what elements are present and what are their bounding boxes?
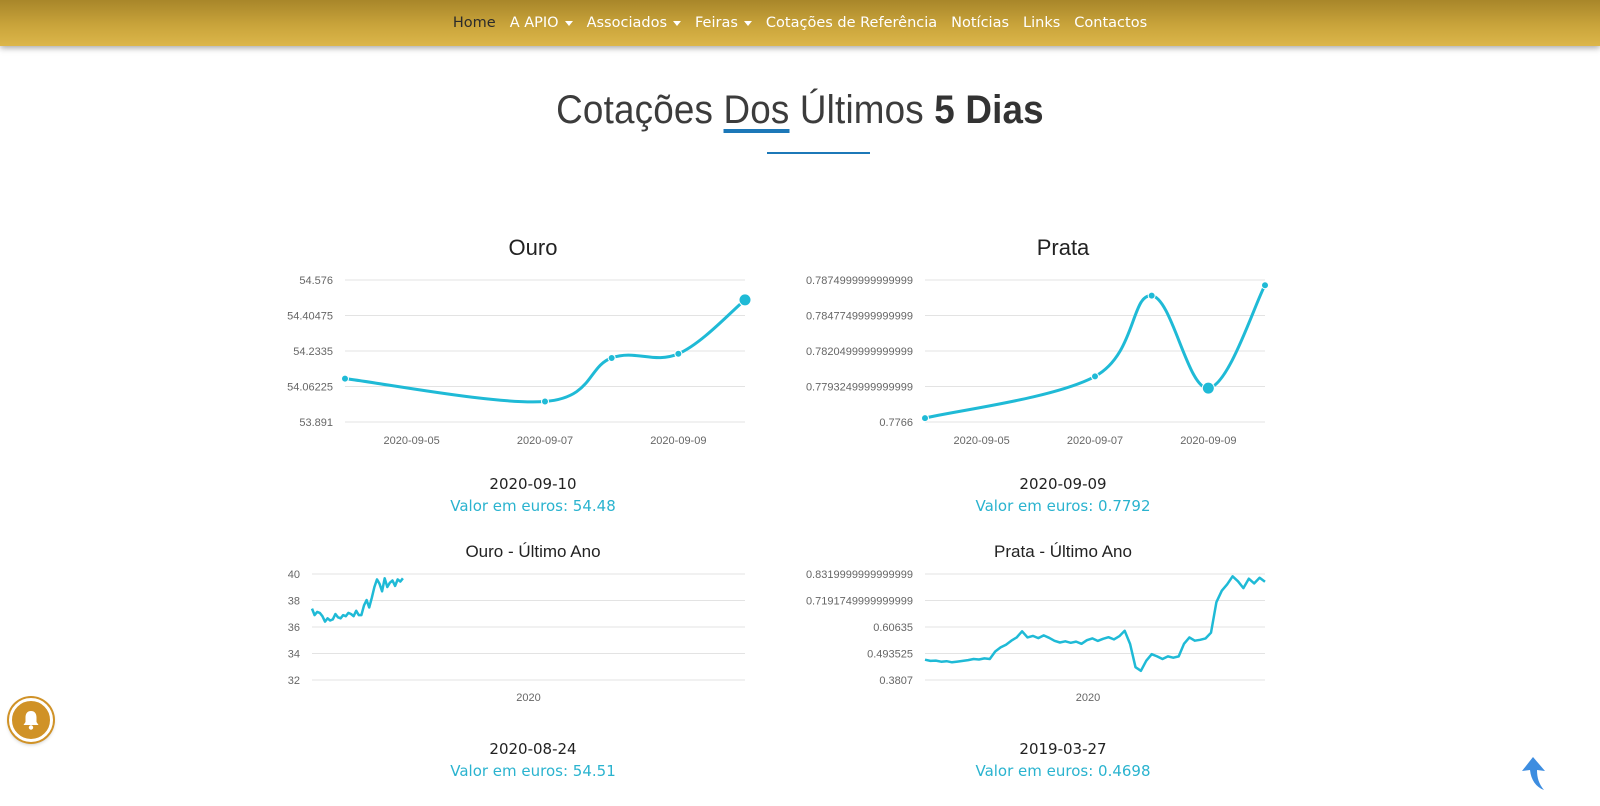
y-tick-label: 0.7874999999999999	[806, 275, 913, 287]
data-point[interactable]	[1091, 372, 1099, 381]
title-part-4: 5 Dias	[934, 88, 1044, 132]
x-tick-label: 2020-09-05	[384, 435, 440, 447]
nav-item-associados[interactable]: Associados	[580, 15, 688, 31]
panel-value-prata: Valor em euros: 0.7792	[975, 497, 1151, 515]
chart-prata-5-dias: 0.7874999999999999 0.7847749999999999 0.78…	[806, 275, 1269, 447]
y-tick-label: 36	[288, 622, 300, 634]
panel-date-ouro-ano: 2020-08-24	[489, 740, 577, 758]
nav-item-label: A APIO	[509, 15, 559, 31]
nav-item-label: Feiras	[695, 15, 738, 31]
panel-title-prata-ano: Prata - Último Ano	[994, 542, 1132, 561]
data-point[interactable]	[674, 349, 683, 358]
panel-value-ouro: Valor em euros: 54.48	[450, 497, 616, 515]
highlighted-data-point[interactable]	[738, 293, 752, 307]
y-tick-label: 0.7847749999999999	[806, 311, 913, 323]
y-tick-label: 0.7191749999999999	[806, 596, 913, 608]
panel-value-ouro-ano: Valor em euros: 54.51	[450, 762, 616, 780]
x-tick-label: 2020-09-09	[650, 435, 706, 447]
panel-title-ouro-ano: Ouro - Último Ano	[465, 542, 601, 561]
y-tick-label: 0.7793249999999999	[806, 382, 913, 394]
y-tick-label: 34	[288, 649, 300, 661]
series-line	[344, 298, 746, 404]
nav-item-label: Contactos	[1074, 15, 1148, 31]
title-decoration-line	[767, 152, 870, 154]
nav-item-not-cias[interactable]: Notícias	[944, 15, 1016, 31]
chart-ouro-5-dias: 54.576 54.40475 54.2335 54.06225 53.891 2020-…	[287, 275, 752, 447]
data-point[interactable]	[1261, 281, 1269, 290]
nav-item-a-apio[interactable]: A APIO	[503, 15, 580, 31]
nav-list: Home A APIO Associados Feiras Cotações de Re…	[446, 15, 1154, 31]
panel-date-prata-ano: 2019-03-27	[1019, 740, 1107, 758]
x-tick-label: 2020	[1076, 692, 1100, 704]
caret-down-icon	[673, 20, 681, 26]
nav-item-cota-es-de-refer-ncia[interactable]: Cotações de Referência	[759, 15, 944, 31]
y-tick-label: 0.8319999999999999	[806, 569, 913, 581]
notification-button[interactable]	[9, 698, 53, 742]
page-title: Cotações Dos Últimos 5 Dias	[64, 88, 1536, 133]
panel-title-ouro: Ouro	[508, 235, 558, 260]
y-tick-label: 32	[288, 675, 300, 687]
nav-item-label: Cotações de Referência	[765, 15, 938, 31]
y-tick-label: 0.7766	[879, 417, 913, 429]
y-tick-label: 38	[288, 596, 300, 608]
data-point[interactable]	[1147, 291, 1156, 300]
panel-value-prata-ano: Valor em euros: 0.4698	[975, 762, 1151, 780]
y-tick-label: 0.7820499999999999	[806, 346, 913, 358]
bell-icon	[23, 711, 39, 730]
panel-date-prata: 2020-09-09	[1019, 475, 1107, 493]
panel-date-ouro: 2020-09-10	[489, 475, 577, 493]
caret-down-icon	[743, 20, 752, 26]
title-part-1: Cotações	[556, 88, 724, 132]
x-tick-label: 2020	[516, 692, 540, 704]
nav-item-contactos[interactable]: Contactos	[1067, 15, 1154, 31]
nav-item-label: Notícias	[951, 15, 1010, 31]
data-point[interactable]	[341, 374, 349, 383]
chart-prata-ultimo-ano: 0.8319999999999999 0.7191749999999999 0.60…	[806, 569, 1266, 704]
y-tick-label: 54.40475	[287, 311, 333, 323]
nav-item-label: Home	[452, 15, 496, 31]
nav-item-label: Links	[1023, 15, 1061, 31]
y-tick-label: 54.2335	[293, 346, 333, 358]
nav-item-feiras[interactable]: Feiras	[688, 15, 759, 31]
x-tick-label: 2020-09-07	[1067, 435, 1123, 447]
y-tick-label: 0.60635	[873, 622, 913, 634]
series-line	[924, 284, 1267, 420]
nav-item-home[interactable]: Home	[446, 15, 503, 31]
y-tick-label: 0.3807	[879, 675, 913, 687]
y-tick-label: 54.576	[299, 275, 333, 287]
panel-title-prata: Prata	[1036, 235, 1090, 260]
series-line	[310, 577, 404, 623]
series-line	[924, 575, 1266, 673]
y-tick-label: 53.891	[299, 417, 333, 429]
nav-item-label: Associados	[586, 15, 667, 31]
x-tick-label: 2020-09-05	[954, 435, 1010, 447]
data-point[interactable]	[921, 414, 929, 423]
nav-item-links[interactable]: Links	[1016, 15, 1067, 31]
title-part-2: Dos	[723, 88, 790, 132]
y-tick-label: 40	[288, 569, 300, 581]
caret-down-icon	[564, 20, 573, 26]
highlighted-data-point[interactable]	[1201, 381, 1215, 395]
x-tick-label: 2020-09-07	[517, 435, 573, 447]
main-navbar: Home A APIO Associados Feiras Cotações de Re…	[0, 0, 1600, 46]
data-point[interactable]	[607, 353, 616, 362]
y-tick-label: 0.493525	[867, 649, 913, 661]
chart-ouro-ultimo-ano: 40 38 36 34 32 2020	[288, 569, 745, 704]
title-part-3: Últimos	[789, 88, 935, 132]
y-tick-label: 54.06225	[287, 382, 333, 394]
arrow-up-icon[interactable]	[1520, 756, 1546, 792]
data-point[interactable]	[541, 397, 549, 406]
x-tick-label: 2020-09-09	[1180, 435, 1236, 447]
